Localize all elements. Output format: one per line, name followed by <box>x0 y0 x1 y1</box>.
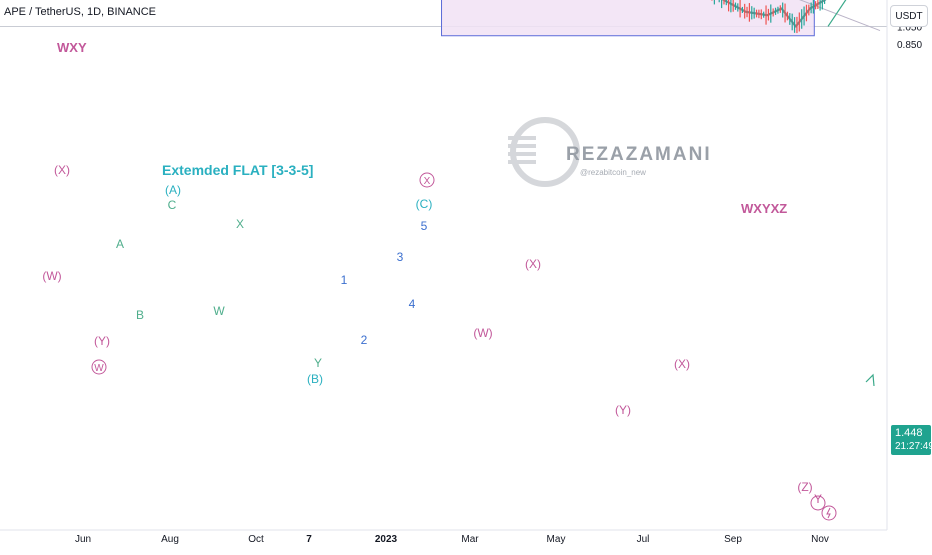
wave-label-w2: (W) <box>473 326 492 340</box>
wave-label-blue-2: 3 <box>397 250 404 264</box>
projection-arrow <box>827 0 847 27</box>
x-tick-label-2: Oct <box>248 534 264 545</box>
x-tick-label-3: 7 <box>306 534 312 545</box>
projection-arrowhead <box>865 373 875 387</box>
wave-label-blue-3: 4 <box>409 297 416 311</box>
wave-label-teal-0: (A) <box>165 183 181 197</box>
watermark-name: REZAZAMANI <box>566 144 712 165</box>
wave-label-green-2: C <box>168 198 177 212</box>
wave-label-y2: (Y) <box>615 403 631 417</box>
wave-label-y1: (Y) <box>94 334 110 348</box>
wave-label-green-5: Y <box>314 356 322 370</box>
x-tick-label-9: Nov <box>811 534 829 545</box>
wxyxz-zone-label: WXYXZ <box>741 201 787 216</box>
last-price: 1.448 <box>895 427 923 439</box>
wave-label-green-0: A <box>116 237 124 251</box>
wave-label-green-1: B <box>136 308 144 322</box>
wave-label-teal-2: (C) <box>416 197 433 211</box>
watermark-handle: @rezabitcoin_new <box>580 168 646 177</box>
flat-zone-label: Extemded FLAT [3-3-5] <box>162 162 313 178</box>
lightning-icon <box>826 507 831 519</box>
x-tick-label-7: Jul <box>637 534 650 545</box>
watermark-bar <box>508 160 536 164</box>
circled-marker-x-text: X <box>424 176 431 187</box>
x-tick-label-1: Aug <box>161 534 179 545</box>
x-tick-label-4: 2023 <box>375 534 398 545</box>
wave-label-blue-0: 1 <box>341 273 348 287</box>
x-tick-label-6: May <box>547 534 566 545</box>
currency-button[interactable]: USDT <box>890 5 928 27</box>
circled-marker-1 <box>419 172 435 188</box>
watermark-bar <box>508 136 536 140</box>
wxy-zone-label: WXY <box>57 40 87 55</box>
x-tick-label-5: Mar <box>461 534 479 545</box>
last-price-tag: 1.448 21:27:49 <box>891 425 932 455</box>
wave-label-w1: (W) <box>42 269 61 283</box>
circled-marker-w-text: W <box>94 363 104 374</box>
wave-label-blue-4: 5 <box>421 219 428 233</box>
bar-countdown: 21:27:49 <box>895 441 932 452</box>
x-tick-label-8: Sep <box>724 534 742 545</box>
y-tick-label-15: 1.050 <box>897 22 922 33</box>
circled-marker-2 <box>810 495 826 511</box>
circled-marker-0 <box>91 359 107 375</box>
wave-label-teal-1: (B) <box>307 372 323 386</box>
watermark-bar <box>508 152 536 156</box>
x-tick-label-0: Jun <box>75 534 91 545</box>
wave-label-x2: (X) <box>525 257 541 271</box>
wave-label-green-4: X <box>236 217 244 231</box>
chart-title: APE / TetherUS, 1D, BINANCE <box>4 6 157 18</box>
y-tick-label-16: 0.850 <box>897 40 922 51</box>
watermark-bar <box>508 144 536 148</box>
wave-label-x3: (X) <box>674 357 690 371</box>
wave-label-blue-1: 2 <box>361 333 368 347</box>
wave-label-y-circled: Y <box>814 492 822 506</box>
wave-label-x1: (X) <box>54 163 70 177</box>
watermark-logo <box>508 117 580 187</box>
alert-icon <box>821 505 837 521</box>
wave-label-green-3: W <box>213 304 225 318</box>
wave-label-z: (Z) <box>797 480 812 494</box>
watermark-ring <box>510 117 580 187</box>
